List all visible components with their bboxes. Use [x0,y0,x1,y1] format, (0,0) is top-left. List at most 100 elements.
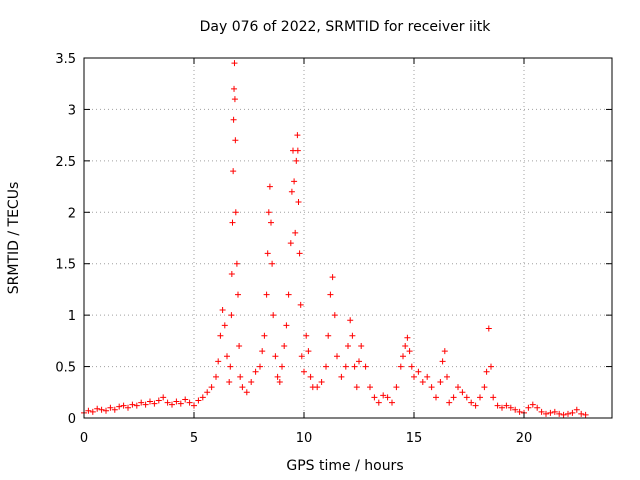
data-point [103,407,109,414]
x-tick-label: 0 [80,431,88,446]
data-point [543,410,549,417]
data-point [177,400,184,407]
data-point [428,384,435,391]
data-point [270,312,277,319]
data-point [120,402,127,409]
data-point [85,407,92,414]
data-point [208,384,215,391]
data-point [415,368,422,375]
data-point [186,399,193,406]
data-point [230,168,237,175]
data-point [529,401,536,408]
data-point [569,409,576,416]
data-point [534,404,541,411]
data-point [276,379,283,385]
data-point [226,379,233,385]
x-axis-label: GPS time / hours [286,458,403,474]
data-point [265,209,272,216]
data-point [325,332,332,339]
data-point [89,408,96,415]
data-point [231,96,238,103]
data-point [182,396,189,403]
data-point [371,394,378,401]
data-point [406,348,413,355]
data-point [499,404,505,411]
data-point [404,334,411,341]
data-point [160,394,167,401]
data-point [389,399,395,406]
y-tick-label: 2.5 [55,155,76,170]
data-point [228,271,235,277]
data-point [349,332,356,339]
data-point [204,389,211,396]
data-point [191,402,197,409]
data-point [582,411,589,418]
data-point [488,363,494,370]
data-point [408,363,415,370]
data-point [459,389,466,396]
data-point [481,384,488,391]
data-point [380,392,387,399]
data-point [272,353,279,360]
data-point [151,400,158,407]
x-tick-label: 5 [190,431,198,446]
data-point [400,353,406,360]
data-point [199,394,206,401]
data-point [293,157,300,164]
data-point [295,199,302,205]
data-point [318,379,325,385]
data-point [283,322,290,329]
x-tick-label: 10 [296,431,313,446]
data-point [578,410,585,417]
data-point [485,325,492,332]
data-point [411,373,417,380]
data-point [281,343,288,349]
data-point [463,394,470,401]
data-point [169,401,175,408]
data-point [263,291,270,298]
data-point [287,240,294,247]
data-point [116,403,123,410]
data-point [538,408,545,415]
data-point [297,301,304,308]
data-point [236,343,243,349]
data-point [362,363,369,370]
data-point [565,410,571,417]
data-point [338,373,345,380]
data-point [573,406,580,413]
data-point [512,406,519,413]
data-point [268,219,274,226]
data-point [279,363,285,370]
data-point [237,373,244,380]
data-point [305,348,312,355]
data-point [450,394,457,401]
data-point [503,402,510,409]
data-point [232,137,239,144]
data-point [195,397,202,404]
data-point [472,402,479,409]
data-point [345,343,351,349]
data-point [298,353,305,360]
data-point [303,332,310,339]
data-point [358,343,365,349]
data-point [164,399,171,406]
data-point [221,322,228,329]
data-point [259,348,266,355]
data-point [94,405,101,412]
data-point [446,399,453,406]
tick-labels: 0 5 10 15 20 0 0.5 1 1.5 2 2.5 3 3.5 [55,52,532,446]
y-tick-label: 1 [68,309,76,324]
y-tick-label: 3.5 [55,52,76,67]
data-point [248,379,255,385]
data-point [455,384,461,391]
data-point [490,394,497,401]
axis-ticks [83,57,612,419]
data-point [347,317,354,324]
data-point [525,404,532,411]
data-point [274,373,281,380]
data-point [292,229,299,236]
data-point [323,363,329,370]
data-point [375,399,382,406]
data-point [147,398,153,405]
